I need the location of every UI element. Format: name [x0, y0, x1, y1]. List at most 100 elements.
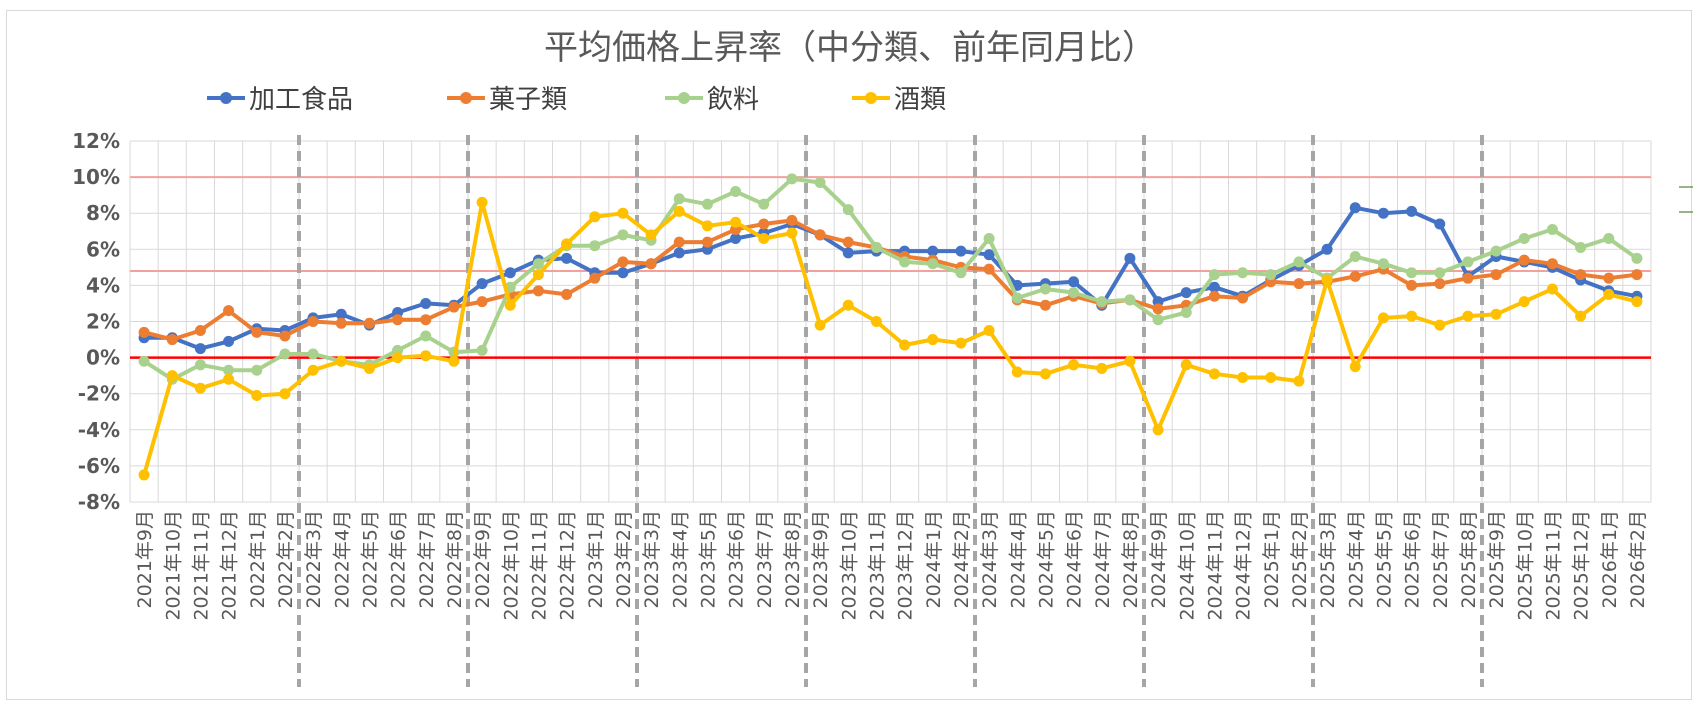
x-tick-label: 2025年9月	[1486, 510, 1508, 608]
x-tick-label: 2021年12月	[219, 510, 241, 621]
data-point	[1237, 267, 1249, 279]
x-tick-label: 2022年10月	[500, 510, 522, 621]
data-point	[1265, 269, 1277, 281]
data-point	[1575, 269, 1587, 281]
data-point	[307, 364, 319, 376]
data-point	[1518, 254, 1530, 266]
y-tick-label: 4%	[86, 273, 120, 297]
y-tick-label: 2%	[86, 310, 120, 334]
data-point	[1377, 312, 1389, 324]
data-point	[899, 339, 911, 351]
x-tick-label: 2022年12月	[557, 510, 579, 621]
data-point	[223, 305, 235, 317]
x-tick-label: 2025年1月	[1261, 510, 1283, 608]
data-point	[1208, 281, 1220, 293]
data-point	[1631, 296, 1643, 308]
data-point	[673, 205, 685, 217]
data-point	[645, 229, 657, 241]
x-tick-label: 2024年9月	[1148, 510, 1170, 608]
data-point	[1434, 278, 1446, 290]
x-tick-label: 2023年7月	[754, 510, 776, 608]
x-axis: 2021年9月 2021年10月 2021年11月 2021年12月 2022年1月 20…	[134, 510, 1649, 621]
data-point	[138, 469, 150, 481]
data-point	[955, 337, 967, 349]
data-point	[758, 218, 770, 230]
data-point	[420, 297, 432, 309]
data-point	[927, 334, 939, 346]
data-point	[1208, 269, 1220, 281]
x-tick-label: 2021年11月	[190, 510, 212, 621]
data-point	[1293, 256, 1305, 268]
data-point	[1603, 288, 1615, 300]
data-point	[1152, 314, 1164, 326]
data-point	[251, 364, 263, 376]
data-point	[673, 247, 685, 259]
data-point	[1434, 267, 1446, 279]
data-point	[814, 177, 826, 189]
x-tick-label: 2023年9月	[810, 510, 832, 608]
data-point	[701, 236, 713, 248]
x-tick-label: 2023年10月	[838, 510, 860, 621]
data-point	[927, 245, 939, 257]
data-point	[786, 227, 798, 239]
x-tick-label: 2025年7月	[1430, 510, 1452, 608]
data-point	[307, 316, 319, 327]
data-point	[645, 258, 657, 270]
data-point	[1490, 245, 1502, 257]
data-point	[1377, 207, 1389, 219]
x-tick-label: 2022年4月	[331, 510, 353, 608]
data-point	[1293, 375, 1305, 387]
data-point	[561, 238, 573, 250]
x-tick-label: 2025年4月	[1345, 510, 1367, 608]
data-point	[1096, 362, 1108, 374]
x-tick-label: 2022年7月	[416, 510, 438, 608]
data-point	[138, 326, 150, 338]
data-point	[335, 355, 347, 367]
data-point	[1321, 274, 1333, 286]
x-tick-label: 2023年12月	[895, 510, 917, 621]
y-tick-label: 8%	[86, 201, 120, 225]
chart-area: 平均価格上昇率（中分類、前年同月比） 加工食品 菓子類 飲料 酒類 12% 10% 8% 6…	[6, 10, 1693, 700]
data-point	[307, 348, 319, 360]
y-tick-label: 10%	[72, 165, 120, 189]
x-tick-label: 2023年11月	[866, 510, 888, 621]
data-point	[673, 193, 685, 205]
data-point	[983, 263, 995, 275]
data-point	[279, 330, 291, 342]
data-point	[1321, 243, 1333, 255]
x-tick-label: 2024年6月	[1064, 510, 1086, 608]
data-point	[1546, 223, 1558, 235]
x-tick-label: 2022年2月	[275, 510, 297, 608]
data-point	[730, 186, 742, 198]
data-point	[842, 236, 854, 248]
data-point	[420, 314, 432, 326]
data-point	[1265, 371, 1277, 383]
data-point	[335, 308, 347, 320]
data-point	[448, 355, 460, 367]
data-point	[392, 314, 404, 326]
data-point	[1208, 290, 1220, 302]
data-point	[1349, 251, 1361, 263]
x-tick-label: 2022年1月	[247, 510, 269, 608]
x-tick-label: 2025年11月	[1542, 510, 1564, 621]
chart-title: 平均価格上昇率（中分類、前年同月比）	[544, 28, 1156, 68]
data-point	[1603, 272, 1615, 284]
data-point	[617, 229, 629, 241]
series-group	[138, 173, 1643, 481]
line-chart: 平均価格上昇率（中分類、前年同月比） 加工食品 菓子類 飲料 酒類 12% 10% 8% 6…	[72, 28, 1693, 687]
data-point	[1575, 241, 1587, 253]
x-tick-label: 2023年8月	[782, 510, 804, 608]
x-tick-label: 2024年3月	[979, 510, 1001, 608]
data-point	[1631, 252, 1643, 264]
y-tick-label: 6%	[86, 237, 120, 261]
x-tick-label: 2024年10月	[1176, 510, 1198, 621]
data-point	[983, 232, 995, 244]
data-point	[842, 204, 854, 216]
data-point	[420, 350, 432, 362]
x-tick-label: 2024年4月	[1007, 510, 1029, 608]
data-point	[758, 198, 770, 210]
x-tick-label: 2025年10月	[1514, 510, 1536, 621]
x-tick-label: 2023年4月	[669, 510, 691, 608]
x-tick-label: 2023年6月	[726, 510, 748, 608]
data-point	[476, 196, 488, 208]
